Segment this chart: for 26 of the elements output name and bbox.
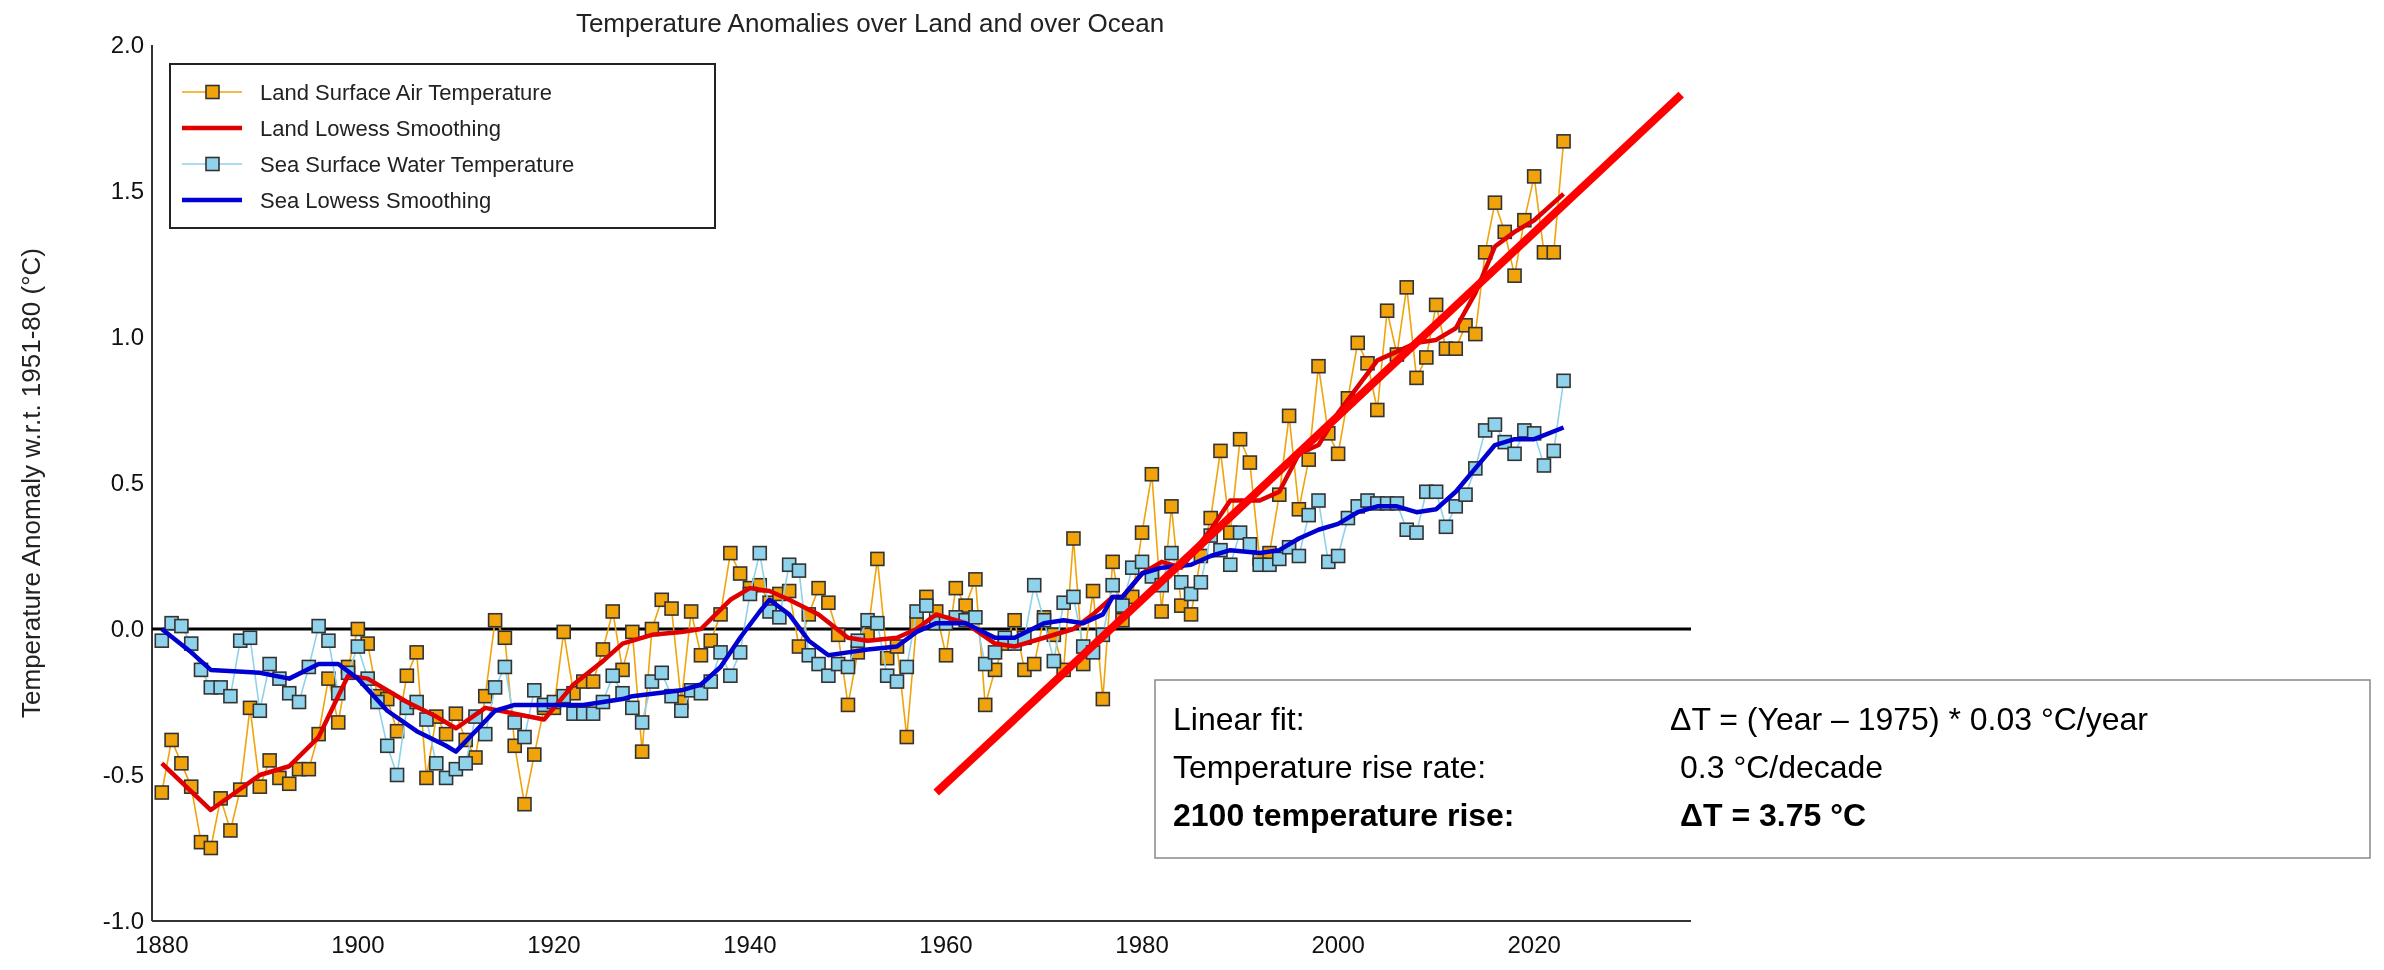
annotation: Temperature rise rate:	[1173, 749, 1487, 785]
x-tick-label: 1900	[331, 931, 385, 958]
legend-label: Land Lowess Smoothing	[260, 115, 501, 141]
x-tick-label: 2020	[1507, 931, 1561, 958]
annotation: Linear fit:	[1173, 701, 1305, 737]
line-series	[159, 425, 1566, 754]
annotation: ΔT = 3.75 °C	[1680, 797, 1867, 833]
legend-label: Sea Lowess Smoothing	[260, 187, 492, 213]
legend-label: Land Surface Air Temperature	[260, 79, 552, 105]
x-tick-label: 1960	[919, 931, 973, 958]
y-tick-label: 1.0	[110, 323, 144, 351]
y-tick-label: 0.5	[110, 469, 144, 497]
annotation: ΔT = (Year – 1975) * 0.03 °C/year	[1670, 701, 2149, 737]
legend-label: Sea Surface Water Temperature	[260, 151, 575, 177]
y-tick-label: 0.0	[110, 615, 144, 643]
annotation: 0.3 °C/decade	[1680, 749, 1884, 785]
chart-title: Temperature Anomalies over Land and over Ocean	[575, 8, 1165, 38]
x-tick-label: 2000	[1311, 931, 1365, 958]
y-tick-label: 2.0	[110, 31, 144, 59]
y-tick-label: 1.5	[110, 177, 144, 205]
x-tick-label: 1980	[1115, 931, 1169, 958]
x-tick-label: 1920	[527, 931, 581, 958]
y-tick-label: -0.5	[102, 761, 144, 789]
annotation: 2100 temperature rise:	[1173, 797, 1515, 833]
y-axis-title: Temperature Anomaly w.r.t. 1951-80 (°C)	[16, 248, 46, 718]
x-tick-label: 1940	[723, 931, 777, 958]
